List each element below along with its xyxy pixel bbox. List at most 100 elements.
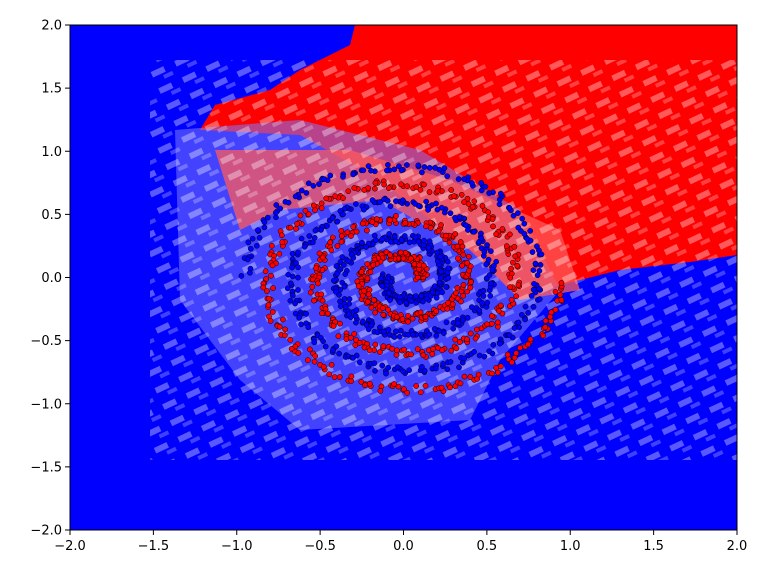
point-blue	[415, 162, 422, 169]
point-blue	[471, 228, 478, 235]
point-red	[402, 249, 409, 256]
point-blue	[400, 197, 406, 204]
point-blue	[342, 271, 349, 277]
point-blue	[471, 348, 477, 355]
point-blue	[393, 198, 399, 204]
x-tick-label: −0.5	[304, 539, 336, 554]
point-red	[438, 222, 444, 228]
point-blue	[511, 325, 518, 331]
point-blue	[433, 200, 439, 207]
point-red	[391, 381, 397, 387]
point-red	[302, 207, 309, 214]
point-blue	[426, 238, 433, 245]
point-red	[447, 384, 453, 391]
x-tick-label: −2.0	[54, 539, 86, 554]
point-red	[338, 227, 345, 234]
point-blue	[469, 180, 475, 186]
point-red	[460, 251, 467, 258]
point-blue	[337, 208, 344, 214]
point-red	[494, 319, 501, 326]
point-blue	[384, 167, 390, 174]
point-red	[454, 243, 461, 250]
point-red	[401, 386, 407, 392]
point-blue	[376, 324, 383, 331]
point-blue	[295, 264, 301, 271]
y-tick-label: 1.5	[41, 82, 62, 97]
point-blue	[480, 287, 487, 294]
point-blue	[493, 258, 500, 265]
point-red	[467, 284, 474, 291]
point-blue	[536, 296, 543, 302]
point-blue	[253, 242, 260, 249]
point-red	[351, 331, 358, 337]
point-blue	[413, 293, 419, 300]
point-red	[319, 254, 326, 261]
point-red	[372, 185, 378, 192]
point-red	[558, 280, 565, 286]
point-red	[510, 259, 516, 266]
point-blue	[479, 300, 485, 306]
point-red	[380, 305, 386, 311]
point-red	[304, 357, 311, 364]
point-red	[387, 252, 393, 258]
point-red	[467, 263, 474, 270]
point-red	[472, 335, 479, 342]
x-tick-label: 0.0	[393, 539, 414, 554]
point-blue	[363, 244, 369, 250]
point-blue	[484, 242, 490, 248]
point-red	[465, 253, 472, 260]
y-axis: −2.0 −1.5 −1.0 −0.5 0.0 0.5 1.0 1.5 2.0	[30, 19, 70, 539]
point-blue	[345, 258, 352, 265]
point-red	[373, 216, 380, 222]
point-red	[489, 216, 496, 222]
point-red	[305, 211, 312, 218]
point-red	[311, 297, 317, 304]
point-blue	[261, 224, 268, 231]
point-red	[404, 183, 411, 190]
point-blue	[320, 338, 326, 344]
point-red	[485, 209, 492, 216]
point-blue	[350, 355, 356, 361]
point-red	[459, 262, 465, 269]
point-red	[293, 225, 299, 232]
point-blue	[238, 273, 245, 279]
point-red	[269, 309, 276, 315]
point-red	[335, 333, 342, 340]
point-red	[421, 181, 427, 188]
point-red	[542, 317, 549, 324]
point-red	[493, 365, 499, 371]
point-blue	[421, 237, 427, 244]
point-red	[385, 185, 392, 192]
point-red	[307, 289, 314, 296]
point-blue	[385, 161, 391, 168]
point-blue	[478, 230, 484, 237]
point-red	[394, 314, 400, 320]
point-blue	[429, 289, 436, 296]
point-blue	[310, 183, 317, 189]
point-red	[394, 347, 400, 354]
point-red	[542, 324, 549, 331]
point-red	[279, 232, 285, 239]
point-blue	[289, 273, 296, 280]
point-blue	[398, 167, 405, 174]
point-red	[509, 359, 515, 366]
point-blue	[487, 280, 494, 287]
point-blue	[391, 166, 398, 173]
x-tick-label: 0.5	[477, 539, 498, 554]
point-red	[297, 212, 304, 219]
point-blue	[383, 370, 389, 377]
point-blue	[361, 206, 367, 213]
point-red	[461, 373, 468, 380]
point-red	[479, 203, 486, 209]
point-red	[473, 326, 480, 333]
point-red	[351, 185, 358, 191]
point-red	[372, 180, 379, 186]
point-red	[513, 293, 520, 300]
point-red	[280, 316, 286, 323]
point-red	[413, 383, 420, 389]
point-red	[508, 297, 515, 303]
point-red	[340, 195, 346, 201]
point-red	[318, 205, 325, 212]
point-blue	[322, 343, 329, 350]
point-red	[517, 344, 523, 351]
